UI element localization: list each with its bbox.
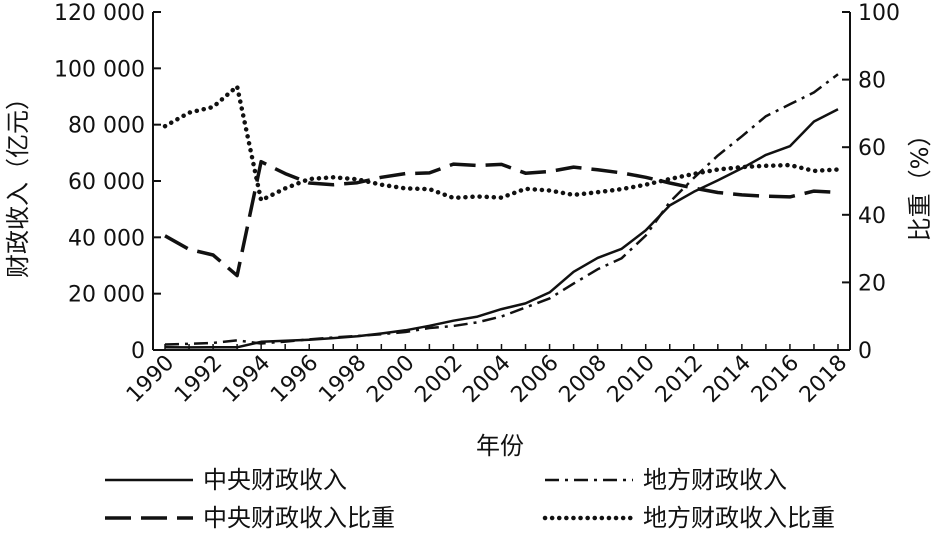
left-tick-label: 0 xyxy=(131,339,145,364)
right-tick-label: 60 xyxy=(858,136,886,161)
series-line-central-revenue xyxy=(164,108,839,349)
x-tick-label: 2014 xyxy=(699,351,756,408)
x-tick-label: 2010 xyxy=(603,351,660,408)
legend-label: 地方财政收入 xyxy=(643,466,787,494)
x-tick-label: 1994 xyxy=(218,351,275,408)
x-tick-label: 1998 xyxy=(314,351,371,408)
left-tick-label: 100 000 xyxy=(54,57,145,82)
left-y-ticks: 0 20 000 40 000 60 000 80 000 100 000 120 000 xyxy=(54,1,161,364)
left-tick-label: 60 000 xyxy=(68,170,145,195)
right-tick-label: 0 xyxy=(858,339,872,364)
left-axis-title: 财政收入（亿元） xyxy=(4,86,32,278)
series-line-local-share xyxy=(162,84,841,203)
left-tick-label: 120 000 xyxy=(54,1,145,26)
legend-label: 地方财政收入比重 xyxy=(643,504,835,532)
x-axis-title: 年份 xyxy=(476,432,524,460)
right-y-ticks: 0 20 40 60 80 100 xyxy=(842,1,900,364)
left-tick-label: 40 000 xyxy=(68,226,145,251)
right-tick-label: 80 xyxy=(858,69,886,94)
series-lines xyxy=(162,73,841,349)
legend-label: 中央财政收入 xyxy=(203,466,347,494)
x-tick-label: 2002 xyxy=(410,351,467,408)
x-tick-label: 2008 xyxy=(555,351,612,408)
legend-label: 中央财政收入比重 xyxy=(203,504,395,532)
left-tick-label: 20 000 xyxy=(68,283,145,308)
x-tick-label: 2000 xyxy=(362,351,419,408)
right-tick-label: 20 xyxy=(858,271,886,296)
x-tick-label: 2012 xyxy=(651,351,708,408)
left-tick-label: 80 000 xyxy=(68,114,145,139)
x-tick-label: 1992 xyxy=(170,351,227,408)
right-tick-label: 100 xyxy=(858,1,900,26)
x-tick-label: 1996 xyxy=(266,351,323,408)
x-tick-label: 2016 xyxy=(747,351,804,408)
x-tick-label: 2004 xyxy=(458,351,515,408)
series-line-local-revenue xyxy=(164,73,839,346)
series-line-central-share xyxy=(164,159,839,278)
x-tick-label: 2018 xyxy=(795,351,852,408)
x-tick-label: 2006 xyxy=(507,351,564,408)
x-ticks: 1990199219941996199820002002200420062008… xyxy=(122,344,852,408)
right-axis-title: 比重（%） xyxy=(906,123,934,242)
right-tick-label: 40 xyxy=(858,204,886,229)
